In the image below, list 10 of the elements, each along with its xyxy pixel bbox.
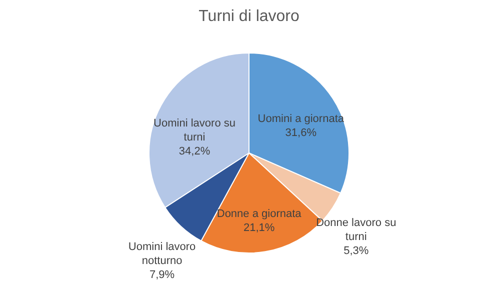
data-label: 7,9% [149, 268, 175, 281]
slice-label: Uomini lavoro notturno [128, 240, 196, 267]
slice-label: Donne lavoro su turni [316, 217, 396, 244]
data-label: 31,6% [285, 127, 317, 140]
slice-label: Donne a giornata [216, 208, 302, 220]
data-label: 34,2% [178, 145, 210, 158]
data-label: 5,3% [344, 245, 369, 258]
chart-title: Turni di lavoro [198, 8, 300, 25]
slice-label: Uomini lavoro su turni [154, 117, 236, 144]
data-label: 21,1% [243, 222, 275, 234]
